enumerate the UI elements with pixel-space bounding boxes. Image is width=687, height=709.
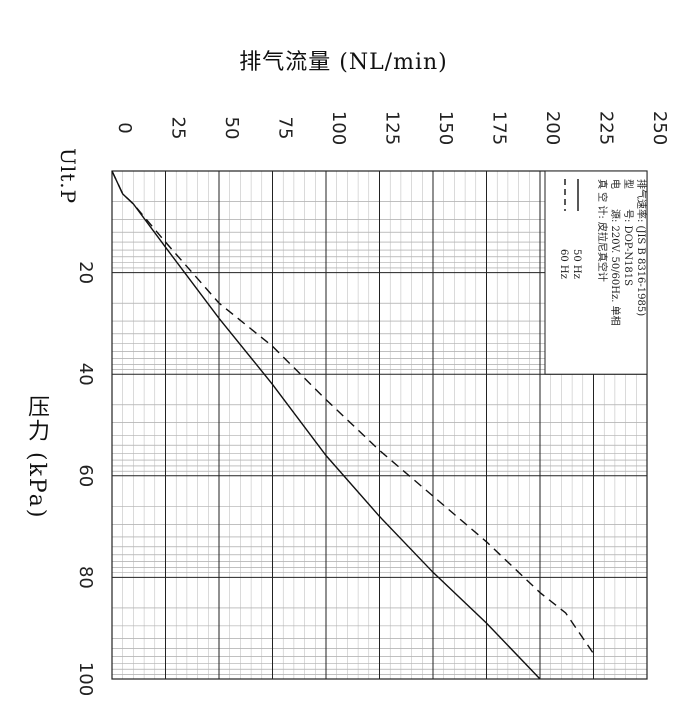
x-tick-label: 225 [596,111,617,145]
legend-line: 排气速率: (JIS B 8316-1985) [635,179,648,316]
y-tick-label: 60 [75,464,96,487]
y-tick-label: 100 [75,662,96,696]
x-tick-label: 75 [275,117,296,140]
legend-series-label: 50 Hz [571,249,582,279]
x-tick-label: 150 [435,111,456,145]
x-tick-label: 125 [382,111,403,145]
series-line [111,170,595,654]
legend-box [544,170,648,375]
y-tick-label: 20 [75,261,96,284]
ultimate-pressure-label: Ult.P [56,148,80,205]
legend-series-label: 60 Hz [558,249,569,279]
x-tick-label: 0 [114,122,135,133]
y-tick-label: 40 [75,363,96,386]
x-tick-label: 100 [328,111,349,145]
legend-line: 电 源: 220V. 50/60Hz. 单相 [609,179,622,326]
x-tick-label: 175 [489,111,510,145]
x-tick-label: 50 [221,117,242,140]
x-tick-label: 25 [168,117,189,140]
legend-line: 型 号: DOP-N181S [622,179,635,286]
plot-frame [111,170,648,680]
x-tick-label: 250 [649,111,670,145]
x-axis-title: 排气流量 (NL/min) [239,50,448,75]
y-axis-title: 压力 (kPa) [24,395,49,520]
x-tick-label: 200 [542,111,563,145]
legend-line: 真 空 计: 皮拉尼真空计 [596,179,609,282]
y-tick-label: 80 [75,566,96,589]
